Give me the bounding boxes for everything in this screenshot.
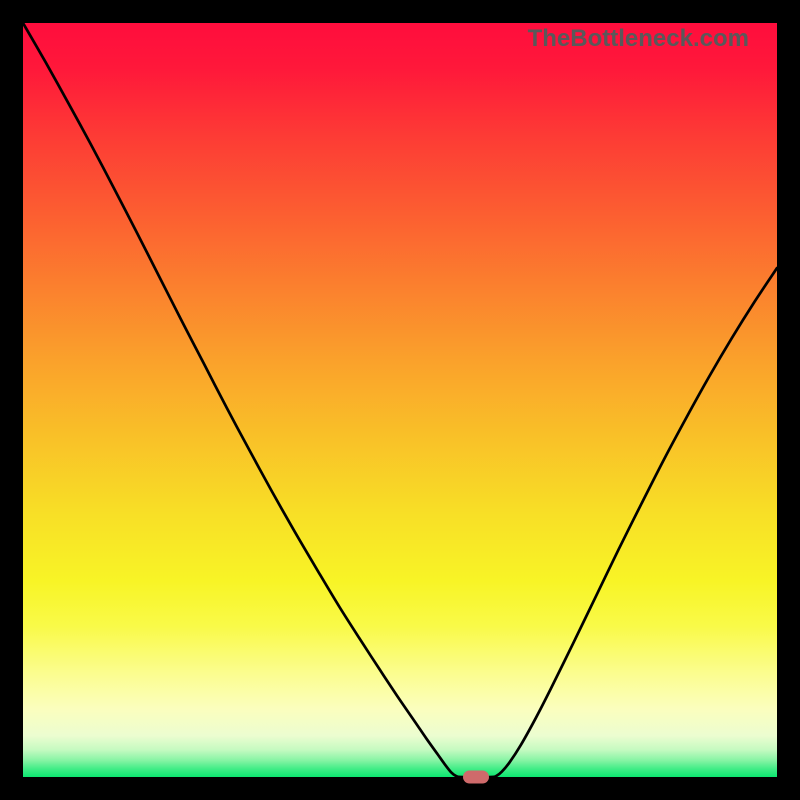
watermark-text: TheBottleneck.com bbox=[528, 25, 749, 53]
curve-path bbox=[23, 23, 777, 777]
optimal-marker bbox=[463, 771, 489, 784]
plot-area bbox=[23, 23, 777, 777]
chart-frame: TheBottleneck.com bbox=[0, 0, 800, 800]
bottleneck-curve bbox=[23, 23, 777, 777]
